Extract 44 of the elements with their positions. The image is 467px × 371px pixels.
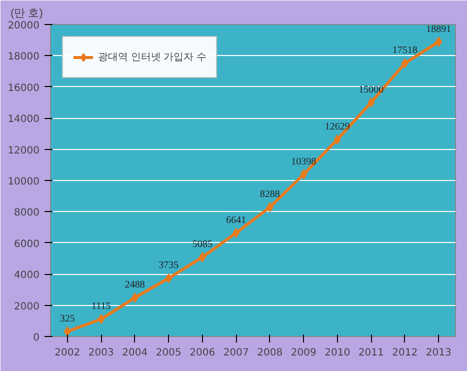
- point: [401, 58, 408, 68]
- y-tick-label: 0: [33, 332, 40, 344]
- x-tick-label: 2002: [54, 348, 80, 358]
- x-tick-label: 2012: [392, 348, 418, 358]
- x-tick-label: 2006: [190, 348, 216, 358]
- data-label: 17518: [392, 45, 418, 56]
- y-tick-label: 6000: [14, 238, 40, 250]
- x-tick-label: 2008: [257, 348, 283, 358]
- y-tick-label: 4000: [14, 270, 40, 282]
- data-label: 18891: [426, 24, 452, 35]
- y-tick-label: 12000: [8, 145, 40, 156]
- point: [334, 134, 341, 144]
- point: [165, 273, 172, 284]
- y-tick-label: 8000: [14, 208, 40, 219]
- data-label: 3735: [158, 260, 179, 272]
- point: [232, 228, 240, 238]
- point: [198, 252, 206, 262]
- y-tick-label: 18000: [8, 52, 40, 63]
- x-tick-label: 2013: [426, 348, 452, 358]
- point: [435, 36, 442, 47]
- data-label: 325: [60, 313, 75, 324]
- point: [64, 326, 71, 336]
- x-tick-label: 2004: [122, 348, 148, 358]
- x-tick-label: 2007: [223, 348, 249, 358]
- data-label: 2488: [124, 280, 145, 291]
- y-tick-label: 14000: [8, 114, 40, 126]
- point: [368, 98, 375, 108]
- point: [98, 314, 105, 324]
- x-tick-label: 2009: [290, 348, 316, 358]
- data-label: 6641: [226, 214, 246, 226]
- legend-label: 광대역 인터넷 가입자 수: [98, 51, 206, 64]
- x-tick-label: 2005: [156, 348, 182, 358]
- y-tick-label: 16000: [8, 82, 40, 94]
- x-tick-label: 2011: [358, 348, 384, 358]
- y-tick-label: 20000: [8, 20, 40, 32]
- point: [131, 292, 138, 303]
- point: [300, 169, 308, 180]
- point: [266, 202, 274, 212]
- x-tick-label: 2010: [324, 348, 350, 358]
- data-label: 8288: [260, 189, 280, 200]
- y-axis-title: (만 호): [10, 8, 43, 20]
- y-tick-label: 2000: [14, 301, 40, 312]
- x-tick-label: 2003: [88, 348, 114, 358]
- y-tick-label: 10000: [8, 176, 40, 188]
